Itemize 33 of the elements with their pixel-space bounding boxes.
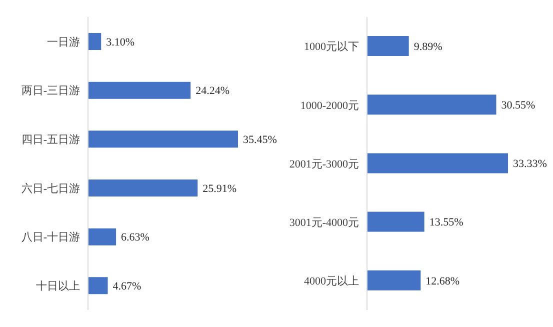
data-label: 6.63% <box>121 232 150 244</box>
bar <box>367 94 496 115</box>
data-label: 3.10% <box>106 36 135 48</box>
y-tick-label: 十日以上 <box>36 279 80 292</box>
bar <box>367 212 424 232</box>
bar <box>88 82 191 99</box>
data-label: 30.55% <box>501 100 536 112</box>
y-tick-label: 四日-五日游 <box>21 134 80 146</box>
y-tick-label: 一日游 <box>47 36 80 48</box>
data-label: 25.91% <box>202 182 237 195</box>
y-tick-label: 3001元-4000元 <box>289 217 359 230</box>
bar <box>88 130 238 148</box>
y-tick-label: 两日-三日游 <box>21 85 80 98</box>
bar <box>367 153 508 174</box>
data-label: 9.89% <box>414 40 442 53</box>
y-tick-label: 六日-七日游 <box>21 182 80 195</box>
bar <box>367 36 409 56</box>
data-label: 33.33% <box>513 158 547 170</box>
bar <box>367 270 421 290</box>
y-tick-label: 4000元以上 <box>304 274 359 288</box>
data-label: 13.55% <box>429 216 464 229</box>
y-tick-label: 1000元以下 <box>304 40 359 54</box>
y-tick-label: 1000-2000元 <box>300 100 359 112</box>
bar <box>88 180 198 196</box>
data-label: 12.68% <box>426 275 460 288</box>
data-label: 24.24% <box>196 85 230 98</box>
y-tick-label: 八日-十日游 <box>21 230 80 244</box>
bar <box>88 277 108 294</box>
bar <box>88 33 102 50</box>
y-tick-label: 2001元-3000元 <box>289 158 359 170</box>
data-label: 4.67% <box>112 280 142 293</box>
bar <box>88 228 116 246</box>
data-label: 35.45% <box>243 134 277 146</box>
